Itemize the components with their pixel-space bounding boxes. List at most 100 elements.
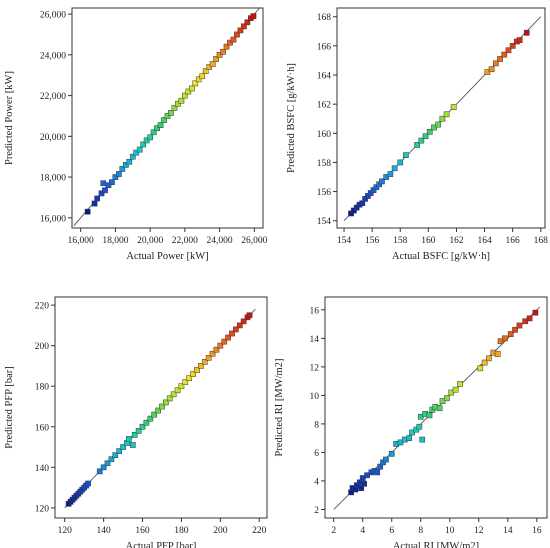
data-point [397, 159, 404, 166]
data-point [104, 460, 111, 467]
data-point [364, 472, 370, 479]
data-point [129, 442, 136, 448]
y-tick-label: 166 [317, 42, 332, 52]
x-tick-label: 120 [58, 526, 73, 536]
data-point [98, 190, 105, 197]
data-point [205, 354, 212, 361]
x-tick-label: 10 [445, 526, 455, 536]
data-point [419, 436, 426, 443]
y-tick-label: 18,000 [40, 174, 66, 184]
chart-panel-4: 2 4 6 8 10 12 14 16 2 4 6 8 10 12 14 16 Actual RI [MW/m2… [274, 296, 548, 548]
data-point [233, 326, 239, 333]
y-tick-label: 200 [35, 342, 50, 352]
data-point [361, 480, 368, 487]
x-tick-label: 160 [421, 236, 436, 246]
data-point [116, 171, 122, 177]
data-point [213, 56, 219, 62]
data-point [102, 187, 108, 194]
data-point [84, 208, 91, 215]
x-tick-label: 8 [418, 526, 423, 536]
data-point [450, 104, 457, 110]
data-point [436, 405, 443, 412]
x-tick-label: 22,000 [172, 236, 198, 246]
x-tick-label: 220 [252, 526, 267, 536]
y-tick-label: 168 [317, 13, 332, 23]
data-point [129, 153, 136, 160]
chart-panel-1: 16,000 18,000 20,000 22,000 24,000 26,000 16,0… [4, 7, 268, 262]
plot-frame [324, 296, 548, 519]
x-tick-label: 156 [365, 236, 380, 246]
data-point [209, 61, 216, 67]
data-point [391, 165, 398, 172]
x-tick-label: 16 [532, 526, 542, 536]
x-tick-label: 164 [477, 236, 492, 246]
x-tick-label: 158 [393, 236, 408, 246]
x-tick-label: 18,000 [102, 236, 128, 246]
data-point [429, 406, 436, 413]
data-point [230, 36, 237, 43]
data-point [170, 391, 177, 398]
data-point [359, 475, 366, 481]
y-tick-label: 220 [35, 302, 50, 312]
data-point [435, 121, 442, 128]
data-point [216, 52, 223, 58]
data-point [444, 395, 450, 402]
data-point [109, 179, 115, 186]
data-point [199, 73, 206, 80]
data-point [171, 104, 178, 111]
data-point [477, 365, 484, 372]
y-axis-label: Predicted PFP [bar] [4, 366, 15, 448]
data-point [516, 37, 523, 43]
data-point [497, 338, 504, 345]
x-axis-label: Actual Power [kW] [126, 251, 208, 262]
x-tick-label: 180 [174, 526, 189, 536]
x-tick-label: 24,000 [207, 236, 233, 246]
y-tick-label: 24,000 [40, 51, 66, 61]
x-tick-label: 26,000 [241, 236, 267, 246]
data-point [112, 174, 119, 180]
data-point [161, 117, 167, 123]
y-axis-label: Predicted BSFC [g/kW·h] [286, 63, 297, 173]
data-point [397, 439, 404, 446]
x-tick-label: 140 [96, 526, 111, 536]
data-point [133, 149, 140, 156]
data-point [418, 137, 425, 144]
data-point [225, 334, 231, 341]
data-point [182, 92, 188, 99]
data-point [507, 331, 514, 337]
x-tick-label: 16,000 [68, 236, 94, 246]
x-tick-label: 14 [503, 526, 513, 536]
data-point [217, 342, 224, 349]
y-tick-label: 16,000 [40, 214, 66, 224]
data-point [387, 171, 394, 177]
data-point [484, 69, 491, 75]
x-axis-label: Actual PFP [bar] [126, 541, 197, 548]
data-point [122, 162, 129, 168]
y-tick-label: 156 [317, 188, 332, 198]
data-point [175, 100, 181, 107]
data-point [120, 444, 126, 450]
data-point [457, 381, 463, 387]
data-point [431, 124, 437, 131]
data-point [185, 88, 192, 95]
data-point [244, 19, 251, 26]
data-point [422, 133, 429, 140]
data-point [126, 158, 133, 165]
data-point [164, 113, 171, 119]
data-point [532, 309, 539, 316]
data-point [494, 351, 501, 357]
data-point [105, 182, 112, 189]
y-tick-label: 164 [317, 72, 332, 82]
data-point [223, 43, 230, 50]
x-tick-label: 166 [506, 236, 521, 246]
data-point [163, 399, 169, 406]
data-point [140, 141, 147, 148]
data-point [147, 134, 153, 141]
data-point [416, 423, 423, 430]
data-point [159, 403, 165, 410]
data-point [108, 456, 115, 463]
data-point [526, 315, 533, 322]
data-point [116, 448, 123, 454]
data-point [220, 48, 226, 55]
